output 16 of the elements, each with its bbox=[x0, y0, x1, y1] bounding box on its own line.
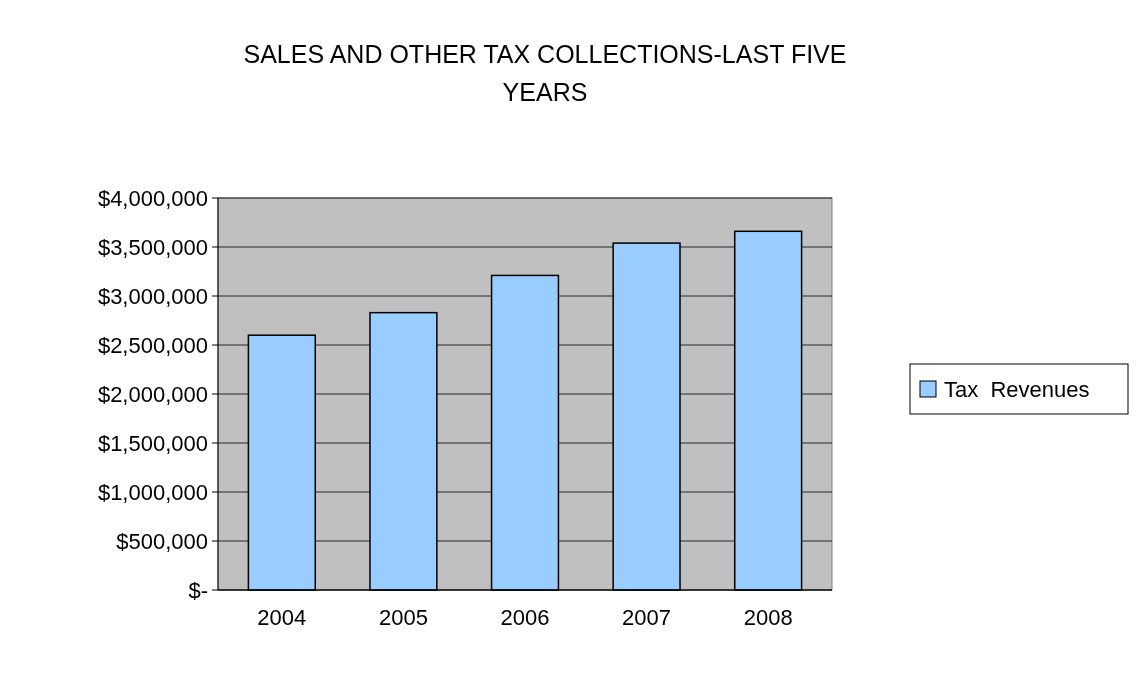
y-tick-label: $3,500,000 bbox=[97, 234, 208, 260]
y-tick-label: $500,000 bbox=[116, 528, 208, 554]
y-tick-label: $3,000,000 bbox=[97, 283, 208, 309]
legend-label: Tax Revenues bbox=[944, 376, 1090, 402]
y-tick-label: $2,000,000 bbox=[97, 381, 208, 407]
x-tick-label: 2006 bbox=[500, 605, 550, 630]
x-tick-label: 2007 bbox=[622, 605, 672, 630]
y-tick-label: $4,000,000 bbox=[97, 185, 208, 211]
x-tick-label: 2005 bbox=[378, 605, 428, 630]
chart-title: SALES AND OTHER TAX COLLECTIONS-LAST FIVE YEARS bbox=[243, 40, 847, 106]
y-tick-label: $- bbox=[188, 577, 208, 603]
y-tick-label: $1,500,000 bbox=[97, 430, 208, 456]
x-tick-label: 2008 bbox=[743, 605, 793, 630]
y-tick-label: $2,500,000 bbox=[97, 332, 208, 358]
y-tick-label: $1,000,000 bbox=[97, 479, 208, 505]
x-tick-label: 2004 bbox=[257, 605, 307, 630]
